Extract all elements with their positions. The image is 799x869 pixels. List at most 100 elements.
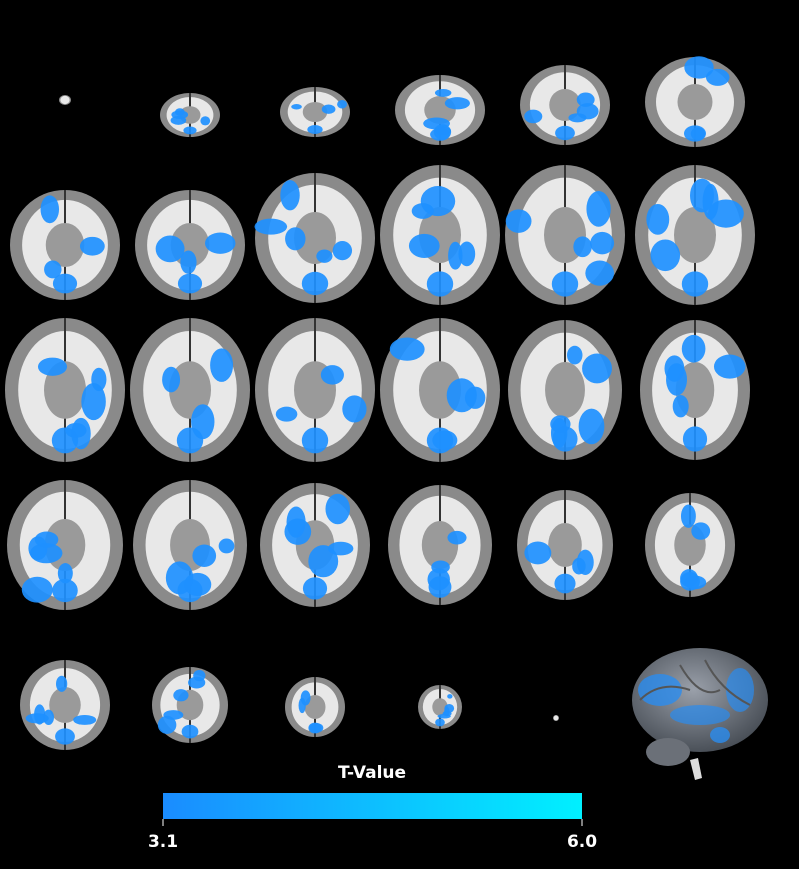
activation bbox=[555, 125, 575, 141]
activation bbox=[308, 722, 322, 734]
activation bbox=[307, 125, 323, 134]
activation bbox=[300, 690, 311, 706]
activation bbox=[552, 426, 578, 452]
activation bbox=[680, 504, 696, 528]
slice bbox=[280, 87, 350, 137]
activation bbox=[308, 545, 339, 578]
activation bbox=[646, 203, 670, 235]
slice bbox=[7, 480, 123, 610]
activation bbox=[684, 125, 706, 142]
activation bbox=[650, 239, 681, 272]
gray-core bbox=[421, 521, 459, 569]
activation bbox=[681, 271, 709, 297]
activation bbox=[332, 241, 353, 261]
activation bbox=[91, 367, 107, 392]
slice bbox=[640, 320, 750, 460]
slice bbox=[505, 165, 625, 305]
activation bbox=[73, 714, 97, 725]
slice bbox=[520, 65, 610, 145]
activation bbox=[183, 126, 197, 135]
activation bbox=[163, 710, 184, 720]
activation bbox=[524, 109, 543, 124]
activation bbox=[684, 56, 714, 79]
activation bbox=[205, 232, 236, 254]
slice bbox=[508, 320, 622, 460]
activation bbox=[192, 544, 217, 568]
activation bbox=[576, 92, 595, 107]
activation bbox=[705, 68, 730, 86]
slice bbox=[635, 165, 755, 305]
white-matter bbox=[553, 715, 559, 721]
activation bbox=[210, 348, 234, 382]
activation bbox=[578, 408, 605, 445]
activation bbox=[444, 704, 455, 713]
activation bbox=[57, 563, 73, 584]
activation bbox=[181, 724, 199, 739]
slice bbox=[517, 490, 613, 600]
activation bbox=[55, 675, 68, 692]
activation bbox=[389, 337, 425, 361]
slice bbox=[380, 318, 500, 462]
activation bbox=[25, 713, 49, 724]
activation bbox=[426, 427, 454, 454]
activation bbox=[79, 236, 105, 256]
activation bbox=[682, 426, 708, 452]
activation bbox=[428, 576, 452, 598]
tick-label: 3.1 bbox=[148, 832, 178, 852]
activation bbox=[285, 227, 306, 251]
slice bbox=[645, 56, 745, 147]
activation bbox=[590, 231, 615, 255]
slice bbox=[5, 318, 125, 462]
gray-core bbox=[302, 102, 328, 122]
slice bbox=[285, 677, 345, 737]
activation bbox=[55, 728, 75, 745]
activation bbox=[524, 541, 552, 565]
activation bbox=[713, 354, 746, 379]
activation bbox=[691, 522, 711, 540]
activation bbox=[567, 345, 583, 365]
activation bbox=[37, 357, 67, 376]
activation bbox=[218, 538, 235, 554]
gray-core bbox=[549, 89, 581, 121]
slice bbox=[380, 165, 500, 305]
activation bbox=[176, 427, 204, 454]
activation bbox=[586, 191, 611, 227]
activation bbox=[275, 406, 298, 422]
activation bbox=[51, 427, 79, 454]
activation bbox=[284, 518, 312, 545]
activation bbox=[81, 382, 106, 421]
activation bbox=[157, 715, 177, 734]
slice bbox=[553, 715, 559, 721]
activation bbox=[200, 116, 211, 126]
slice bbox=[133, 480, 247, 610]
activation bbox=[52, 273, 78, 294]
slice bbox=[130, 318, 250, 462]
activation bbox=[155, 235, 185, 263]
activation bbox=[554, 573, 576, 594]
white-matter bbox=[60, 95, 70, 105]
activation bbox=[408, 233, 440, 258]
activation bbox=[551, 271, 579, 297]
slice bbox=[395, 75, 485, 145]
slice bbox=[645, 493, 735, 597]
activation bbox=[342, 395, 367, 423]
activation bbox=[280, 180, 300, 211]
activation bbox=[680, 572, 700, 591]
activation bbox=[301, 271, 329, 296]
activation bbox=[444, 97, 470, 110]
activation bbox=[672, 394, 689, 418]
activation bbox=[21, 576, 53, 603]
tick-label: 6.0 bbox=[567, 832, 597, 852]
activation bbox=[302, 577, 328, 600]
slice bbox=[418, 685, 462, 729]
slice bbox=[254, 173, 375, 303]
gray-core bbox=[432, 698, 448, 716]
activation bbox=[434, 88, 452, 97]
activation bbox=[301, 427, 329, 454]
activation bbox=[177, 578, 203, 603]
activation bbox=[582, 353, 612, 384]
activation bbox=[448, 241, 463, 270]
activation bbox=[173, 689, 189, 702]
activation bbox=[325, 493, 350, 525]
slice bbox=[255, 318, 375, 462]
